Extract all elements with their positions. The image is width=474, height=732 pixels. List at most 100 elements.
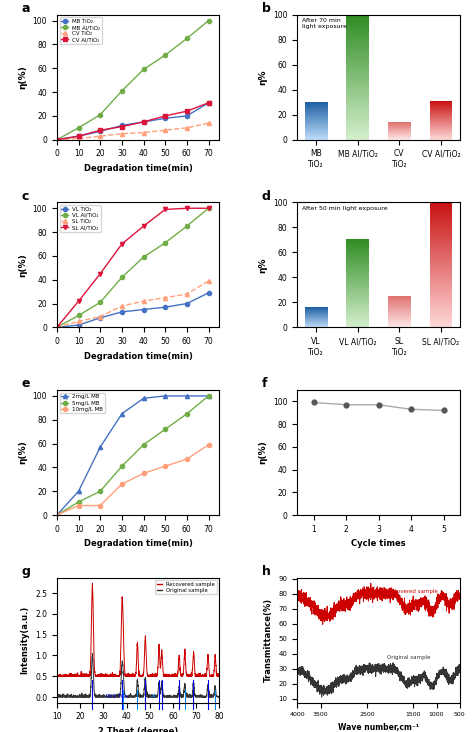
MB Al/TiO₂ <box>97 111 103 119</box>
Line: VL TiO₂: VL TiO₂ <box>55 291 210 329</box>
Recovered sample <box>110 672 116 681</box>
Text: After 50 min light exposure: After 50 min light exposure <box>302 206 388 211</box>
5mg/L MB <box>162 425 168 433</box>
VL Al/TiO₂ <box>97 298 103 307</box>
Point <box>375 399 383 411</box>
10mg/L MB <box>97 501 103 510</box>
Line: VL Al/TiO₂: VL Al/TiO₂ <box>55 206 210 329</box>
VL TiO₂ <box>76 321 82 329</box>
Text: Original sample: Original sample <box>387 655 430 660</box>
Y-axis label: η(%): η(%) <box>18 65 27 89</box>
Point <box>342 399 350 411</box>
X-axis label: Degradation time(min): Degradation time(min) <box>84 164 192 173</box>
Recovered sample <box>217 672 222 681</box>
Original sample <box>139 692 145 701</box>
Recovered sample <box>139 671 145 680</box>
MB TiO₂ <box>97 127 103 136</box>
10mg/L MB <box>141 469 146 478</box>
Line: MB TiO₂: MB TiO₂ <box>55 101 210 142</box>
Recovered sample <box>54 671 60 680</box>
Recovered sample <box>129 672 135 681</box>
Line: CV TiO₂: CV TiO₂ <box>55 121 210 142</box>
5mg/L MB <box>206 392 211 400</box>
10mg/L MB <box>76 501 82 510</box>
Text: Al: Al <box>151 694 156 699</box>
VL Al/TiO₂ <box>206 204 211 213</box>
SL TiO₂ <box>119 302 125 310</box>
Recovered sample <box>54 672 60 681</box>
MB TiO₂ <box>206 98 211 107</box>
CV TiO₂ <box>162 126 168 135</box>
CV Al/TiO₂ <box>141 117 146 126</box>
Y-axis label: Intensity(a.u.): Intensity(a.u.) <box>20 606 29 674</box>
Recovered sample <box>214 671 220 679</box>
Legend: MB TiO₂, MB Al/TiO₂, CV TiO₂, CV Al/TiO₂: MB TiO₂, MB Al/TiO₂, CV TiO₂, CV Al/TiO₂ <box>60 18 102 44</box>
Y-axis label: η(%): η(%) <box>18 441 27 464</box>
CV Al/TiO₂ <box>119 122 125 131</box>
5mg/L MB <box>119 462 125 471</box>
SL Al/TiO₂ <box>97 269 103 278</box>
MB Al/TiO₂ <box>54 135 60 144</box>
Line: 10mg/L MB: 10mg/L MB <box>55 443 210 517</box>
VL Al/TiO₂ <box>54 323 60 332</box>
VL Al/TiO₂ <box>76 311 82 320</box>
10mg/L MB <box>162 462 168 471</box>
CV TiO₂ <box>184 124 190 132</box>
SL Al/TiO₂ <box>76 296 82 305</box>
X-axis label: 2 Theat (degree): 2 Theat (degree) <box>98 727 178 732</box>
VL Al/TiO₂ <box>141 253 146 261</box>
X-axis label: Cycle times: Cycle times <box>351 539 406 548</box>
Line: Original sample: Original sample <box>57 654 219 697</box>
CV TiO₂ <box>97 132 103 141</box>
CV TiO₂ <box>141 128 146 137</box>
Original sample <box>93 692 99 701</box>
MB Al/TiO₂ <box>141 65 146 74</box>
VL TiO₂ <box>184 299 190 308</box>
Text: e: e <box>21 378 30 390</box>
5mg/L MB <box>97 487 103 496</box>
CV TiO₂ <box>119 130 125 138</box>
SL Al/TiO₂ <box>119 239 125 248</box>
Text: P25 TiO₂: P25 TiO₂ <box>106 694 128 699</box>
X-axis label: Degradation time(min): Degradation time(min) <box>84 351 192 361</box>
Line: 2mg/L MB: 2mg/L MB <box>55 394 210 517</box>
Text: Recovered sample: Recovered sample <box>387 589 438 594</box>
Original sample <box>186 692 191 701</box>
Text: f: f <box>262 378 267 390</box>
MB TiO₂ <box>76 132 82 141</box>
X-axis label: Wave number,cm⁻¹: Wave number,cm⁻¹ <box>338 723 419 732</box>
Text: a: a <box>21 2 30 15</box>
Text: d: d <box>262 190 271 203</box>
Line: CV Al/TiO₂: CV Al/TiO₂ <box>55 101 210 142</box>
Y-axis label: η(%): η(%) <box>258 441 267 464</box>
Legend: 2mg/L MB, 5mg/L MB, 10mg/L MB: 2mg/L MB, 5mg/L MB, 10mg/L MB <box>60 393 105 414</box>
CV Al/TiO₂ <box>97 126 103 135</box>
Y-axis label: Transmittance(%): Transmittance(%) <box>264 598 273 682</box>
2mg/L MB <box>76 487 82 496</box>
Text: c: c <box>21 190 28 203</box>
SL TiO₂ <box>206 277 211 285</box>
Line: MB Al/TiO₂: MB Al/TiO₂ <box>55 18 210 142</box>
SL Al/TiO₂ <box>206 204 211 213</box>
SL TiO₂ <box>54 323 60 332</box>
MB Al/TiO₂ <box>206 16 211 25</box>
Legend: Recovered sample, Original sample: Recovered sample, Original sample <box>155 580 217 594</box>
10mg/L MB <box>119 479 125 488</box>
VL TiO₂ <box>97 313 103 322</box>
Text: h: h <box>262 565 271 578</box>
5mg/L MB <box>54 511 60 520</box>
VL TiO₂ <box>54 323 60 332</box>
CV Al/TiO₂ <box>206 98 211 107</box>
CV TiO₂ <box>54 135 60 144</box>
MB TiO₂ <box>54 135 60 144</box>
Line: SL TiO₂: SL TiO₂ <box>55 279 210 329</box>
VL TiO₂ <box>162 303 168 312</box>
CV Al/TiO₂ <box>162 111 168 120</box>
Line: SL Al/TiO₂: SL Al/TiO₂ <box>55 206 210 329</box>
Text: After 70 min
light exposure: After 70 min light exposure <box>302 18 347 29</box>
5mg/L MB <box>141 441 146 449</box>
Text: g: g <box>21 565 30 578</box>
Y-axis label: η%: η% <box>258 257 267 272</box>
MB TiO₂ <box>162 114 168 123</box>
SL TiO₂ <box>184 290 190 299</box>
